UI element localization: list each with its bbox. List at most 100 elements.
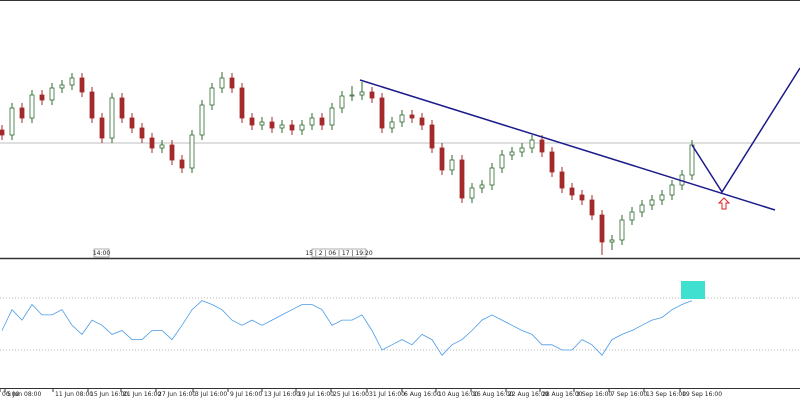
candle-body [419,117,425,126]
candle-body [689,144,695,176]
x-tick-label: 15 Jun 16:00 [90,391,128,398]
x-tick-label: 00:00 [2,391,19,398]
x-tick-label: 19 Sep 16:00 [682,391,722,398]
candle-body [29,94,35,119]
candle-body [479,184,485,189]
trend-line [359,79,776,211]
candle-body [169,144,175,161]
candle-body [59,84,65,89]
candle-body [69,77,75,86]
candle-body [409,114,415,119]
candle-body [449,159,455,171]
candle-body [579,194,585,201]
candle-body [299,124,305,131]
candle-body [659,194,665,201]
candle-body [269,121,275,129]
candle-body [379,97,385,129]
candle-body [0,129,5,136]
candle-body [9,107,15,136]
candle-body [309,117,315,126]
x-tick-label: 10 Aug 16:00 [438,391,479,398]
candle-body [319,117,325,126]
candle-body [99,117,105,139]
candle-body [229,77,235,89]
candle-body [359,91,365,96]
candle-body [259,121,265,126]
x-tick-label: 31 Jul 16:00 [369,391,405,398]
candle-body [499,154,505,169]
candle-body [329,107,335,126]
candle-body [279,124,285,129]
candle-body [49,87,55,101]
candle-body [439,147,445,171]
candle-body [79,77,85,93]
highlight-box [681,281,705,299]
candle-body [619,219,625,241]
candle-body [129,117,135,129]
candle-body [389,121,395,129]
x-tick-label: 3 Jul 16:00 [195,391,227,398]
candle-body [349,94,355,97]
x-tick-label: 13 Jul 16:00 [264,391,300,398]
candle-body [219,77,225,89]
candle-body [209,87,215,106]
candle-body [399,114,405,123]
candle-body [189,134,195,169]
candle-body [489,167,495,186]
x-tick-label: 16 Aug 16:00 [473,391,514,398]
candle-body [609,239,615,243]
candle-body [459,159,465,199]
candle-body [199,104,205,136]
candle-body [669,184,675,196]
x-tick-label: 6 Aug 16:00 [404,391,441,398]
candle-body [559,171,565,189]
x-tick-label: 5 Jun 08:00 [7,391,41,398]
indicator-line [1,300,693,356]
candle-body [39,94,45,101]
candle-body [159,144,165,149]
marker-box [93,248,110,258]
candle-body [639,204,645,213]
x-tick-label: 11 Jun 08:00 [55,391,93,398]
projection-path [691,67,800,194]
x-tick-label: 19 Jul 16:00 [298,391,334,398]
x-tick-label: 3 Sep 16:00 [576,391,612,398]
candle-body [89,91,95,119]
candle-body [629,211,635,221]
candle-body [109,97,115,139]
candle-body [289,124,295,131]
x-tick-label: 13 Sep 16:00 [646,391,686,398]
candle-body [249,117,255,126]
candle-body [589,199,595,216]
candle-body [649,199,655,206]
candle-body [119,97,125,119]
candle-body [529,139,535,149]
candle-body [549,151,555,173]
x-tick-label: 25 Jul 16:00 [333,391,369,398]
candle-body [469,187,475,199]
candle-body [19,107,25,119]
x-tick-label: 7 Sep 16:00 [611,391,647,398]
candle-body [179,159,185,169]
x-tick-label: 22 Aug 16:00 [508,391,549,398]
candle-body [429,124,435,149]
candle-body [569,187,575,196]
marker-label: 14:00 [93,250,110,257]
candle-body [509,151,515,156]
candle-body [519,147,525,153]
candle-body [599,214,605,243]
x-tick-label: 28 Aug 16:00 [542,391,583,398]
arrow-up [717,197,731,210]
marker-box [311,248,367,258]
candle-body [369,91,375,99]
x-tick-label: 27 Jun 16:00 [158,391,196,398]
candle-body [239,87,245,119]
candle-body [339,95,345,109]
candle-body [539,139,545,153]
x-tick-label: 9 Jul 16:00 [230,391,262,398]
candle-body [139,127,145,139]
x-tick-label: 21 Jun 16:00 [123,391,161,398]
